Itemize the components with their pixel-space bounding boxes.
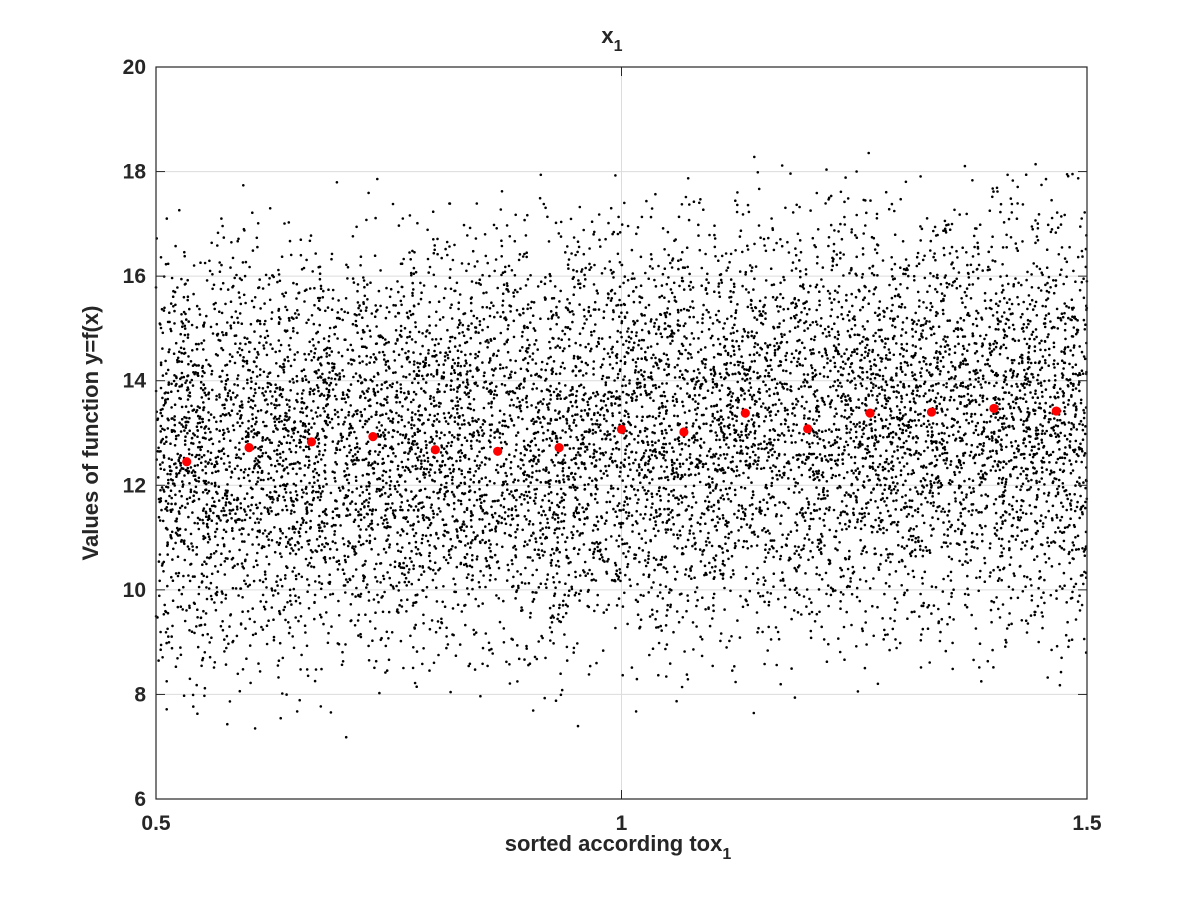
x-tick-label: 0.5 (141, 812, 171, 835)
y-tick-label: 8 (134, 683, 146, 706)
bin-mean-point (989, 403, 999, 414)
x-tick-label: 1 (616, 812, 628, 835)
y-tick-label: 18 (123, 161, 147, 184)
bin-mean-point (244, 443, 254, 453)
y-tick-label: 6 (134, 788, 146, 811)
bin-mean-point (306, 437, 317, 447)
bin-mean-point (182, 457, 192, 467)
axis-ticks: 0.5 1 1.5 6 8 10 12 14 16 18 20 (123, 56, 1102, 835)
y-tick-label: 14 (123, 370, 147, 393)
bin-mean-point (803, 424, 813, 434)
y-tick-label: 20 (123, 56, 146, 79)
bin-mean-point (493, 446, 503, 456)
bin-mean-points (182, 403, 1061, 467)
y-tick-label: 10 (123, 579, 146, 602)
chart-title: x1 (601, 23, 622, 55)
bin-mean-point (865, 408, 875, 418)
y-axis-label: Values of function y=f(x) (78, 306, 103, 561)
bin-mean-point (926, 407, 937, 417)
y-tick-label: 12 (123, 474, 146, 497)
bin-mean-point (554, 443, 564, 453)
chart-title-subscript: 1 (614, 38, 623, 55)
x-axis-label-subscript: 1 (722, 846, 731, 863)
x-axis-label: sorted according tox1 (505, 831, 732, 863)
bin-mean-point (679, 427, 689, 437)
y-tick-label: 16 (123, 265, 146, 288)
bin-mean-point (368, 432, 378, 442)
bin-mean-point (430, 445, 440, 455)
bin-mean-point (616, 424, 627, 434)
bin-mean-point (1051, 406, 1061, 416)
x-tick-label: 1.5 (1072, 812, 1102, 835)
bin-mean-point (740, 408, 750, 418)
